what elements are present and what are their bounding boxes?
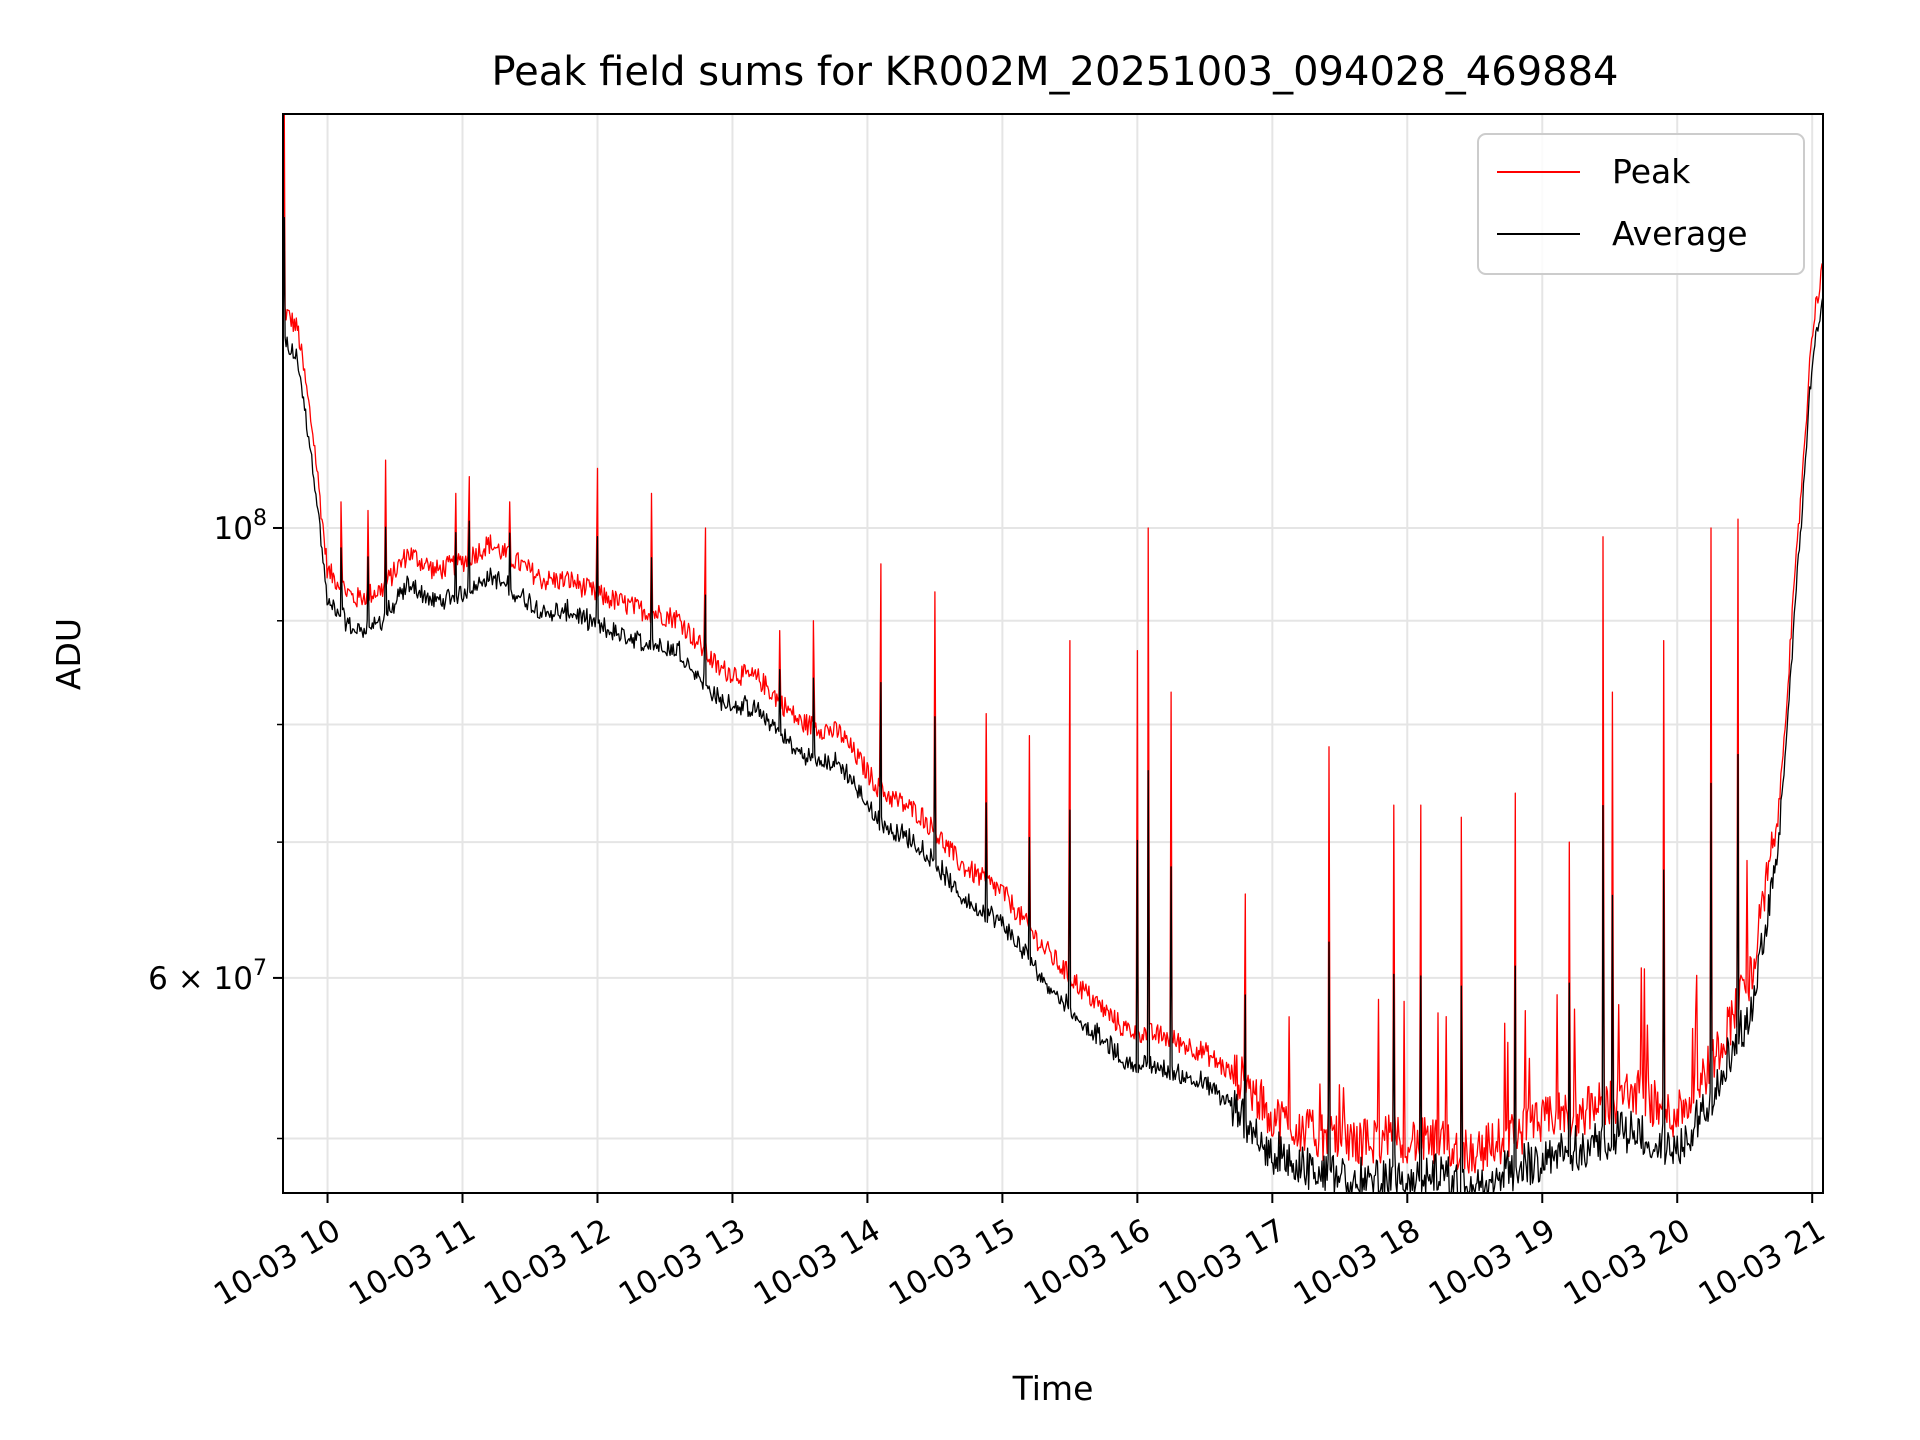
legend-peak-label: Peak [1612, 152, 1691, 191]
legend-box [1477, 133, 1805, 275]
series-average-line [282, 216, 1824, 1194]
series-peak-line [282, 113, 1824, 1174]
plot-area [282, 113, 1824, 1194]
x-axis-label: Time [1012, 1369, 1094, 1408]
legend-average-label: Average [1612, 214, 1748, 253]
legend: Peak Average [1477, 133, 1805, 275]
plot-frame [282, 113, 1824, 1194]
y-tick-label: 6 × 107 [148, 956, 267, 997]
y-axis-ticks: 108 6 × 107 [148, 506, 283, 1140]
grid-lines [283, 114, 1823, 1193]
series-lines [282, 113, 1824, 1194]
y-tick-label: 108 [214, 506, 267, 547]
chart-title: Peak field sums for KR002M_20251003_0940… [491, 49, 1618, 95]
y-axis-label: ADU [49, 618, 88, 690]
